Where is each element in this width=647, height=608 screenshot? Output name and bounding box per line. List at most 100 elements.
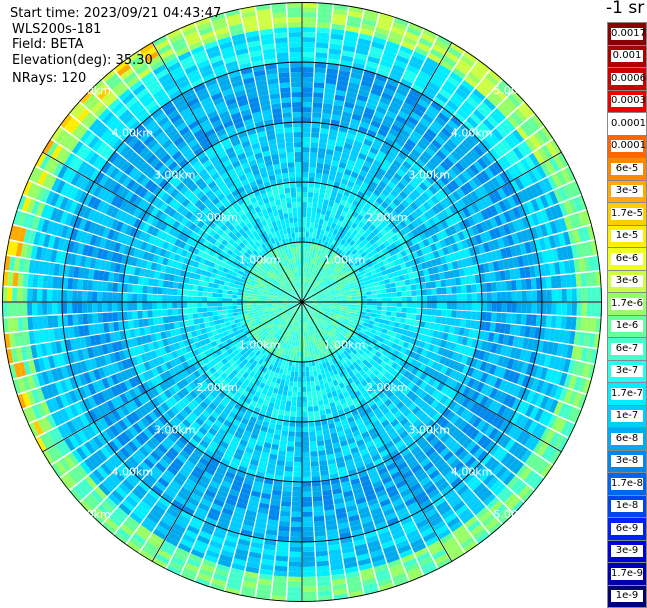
range-gate-cell [312, 486, 321, 492]
range-gate-cell [370, 283, 376, 287]
range-gate-cell [592, 303, 597, 317]
range-gate-cell [465, 276, 471, 284]
range-gate-cell [527, 291, 532, 302]
range-gate-cell [313, 92, 323, 98]
range-gate-cell [302, 237, 305, 242]
range-gate-cell [337, 298, 342, 300]
range-gate-cell [461, 311, 467, 319]
range-gate-cell [288, 582, 301, 587]
range-gate-cell [296, 357, 299, 362]
range-gate-cell [310, 222, 314, 227]
range-gate-cell [318, 400, 324, 406]
range-gate-cell [310, 441, 317, 447]
range-gate-cell [432, 302, 437, 308]
range-gate-cell [396, 287, 402, 292]
range-gate-cell [281, 506, 291, 512]
range-gate-cell [309, 366, 313, 371]
range-gate-cell [314, 72, 325, 78]
range-gate-cell [303, 557, 315, 562]
range-gate-cell [410, 278, 416, 284]
range-gate-cell [292, 361, 296, 366]
range-gate-cell [312, 208, 317, 214]
range-gate-cell [293, 387, 298, 392]
range-gate-cell [411, 314, 417, 320]
range-gate-cell [306, 382, 310, 387]
range-gate-cell [401, 286, 407, 291]
range-gate-cell [416, 290, 421, 296]
range-gate-cell [430, 281, 436, 288]
range-gate-cell [317, 566, 330, 572]
range-gate-cell [317, 571, 330, 577]
range-gate-cell [312, 366, 316, 371]
range-gate-cell [290, 547, 302, 552]
range-gate-cell [313, 501, 323, 507]
range-gate-cell [406, 291, 411, 296]
range-gate-cell [285, 406, 291, 412]
range-gate-cell [289, 426, 295, 431]
range-gate-cell [303, 537, 314, 542]
range-gate-cell [302, 437, 309, 442]
range-gate-cell [512, 303, 517, 313]
range-gate-cell [351, 307, 356, 310]
range-gate-cell [303, 82, 313, 87]
range-gate-cell [435, 280, 441, 287]
range-gate-cell [356, 308, 361, 311]
range-gate-cell [303, 7, 317, 12]
range-gate-cell [303, 497, 312, 502]
range-gate-cell [527, 303, 532, 314]
range-gate-cell [281, 501, 291, 507]
range-gate-cell [406, 313, 412, 319]
range-gate-cell [406, 285, 412, 291]
range-gate-cell [290, 376, 294, 381]
range-gate-cell [487, 293, 492, 302]
range-gate-cell [497, 303, 502, 312]
range-gate-cell [297, 342, 299, 347]
range-gate-cell [367, 302, 372, 305]
range-gate-cell [407, 302, 412, 307]
range-gate-cell [302, 462, 310, 467]
range-gate-cell [581, 273, 587, 287]
range-gate-cell [397, 292, 402, 297]
range-gate-cell [276, 551, 288, 557]
range-gate-cell [556, 316, 562, 328]
range-gate-cell [278, 410, 284, 416]
range-gate-cell [457, 302, 462, 310]
range-gate-cell [302, 187, 307, 192]
range-gate-cell [426, 289, 431, 295]
range-gate-cell [280, 511, 290, 517]
range-gate-cell [302, 467, 310, 472]
range-gate-cell [487, 302, 492, 311]
range-gate-cell [577, 303, 582, 316]
range-gate-cell [291, 522, 302, 527]
range-gate-cell [457, 294, 462, 302]
range-gate-cell [556, 275, 562, 287]
range-gate-cell [362, 299, 367, 302]
range-gate-cell [314, 77, 325, 83]
range-gate-cell [279, 405, 285, 411]
range-gate-cell [319, 405, 325, 411]
range-gate-cell [303, 542, 315, 547]
range-gate-cell [303, 102, 312, 107]
range-gate-cell [304, 342, 306, 347]
range-gate-cell [347, 304, 352, 307]
range-gate-cell [466, 285, 472, 293]
range-gate-cell [387, 293, 392, 298]
range-gate-cell [516, 314, 522, 325]
range-gate-cell [342, 297, 347, 299]
range-gate-cell [292, 492, 301, 497]
range-gate-cell [316, 213, 321, 219]
range-gate-cell [397, 302, 402, 307]
range-gate-cell [557, 303, 562, 315]
range-gate-cell [291, 406, 296, 411]
range-gate-cell [319, 188, 325, 194]
range-gate-cell [303, 512, 313, 517]
range-gate-cell [302, 192, 307, 197]
range-gate-cell [297, 392, 301, 397]
range-gate-cell [303, 77, 314, 82]
range-gate-cell [303, 527, 314, 532]
range-gate-cell [303, 502, 313, 507]
range-gate-cell [306, 232, 310, 237]
range-gate-cell [552, 289, 557, 301]
range-gate-cell [298, 337, 300, 342]
range-gate-cell [280, 400, 286, 406]
